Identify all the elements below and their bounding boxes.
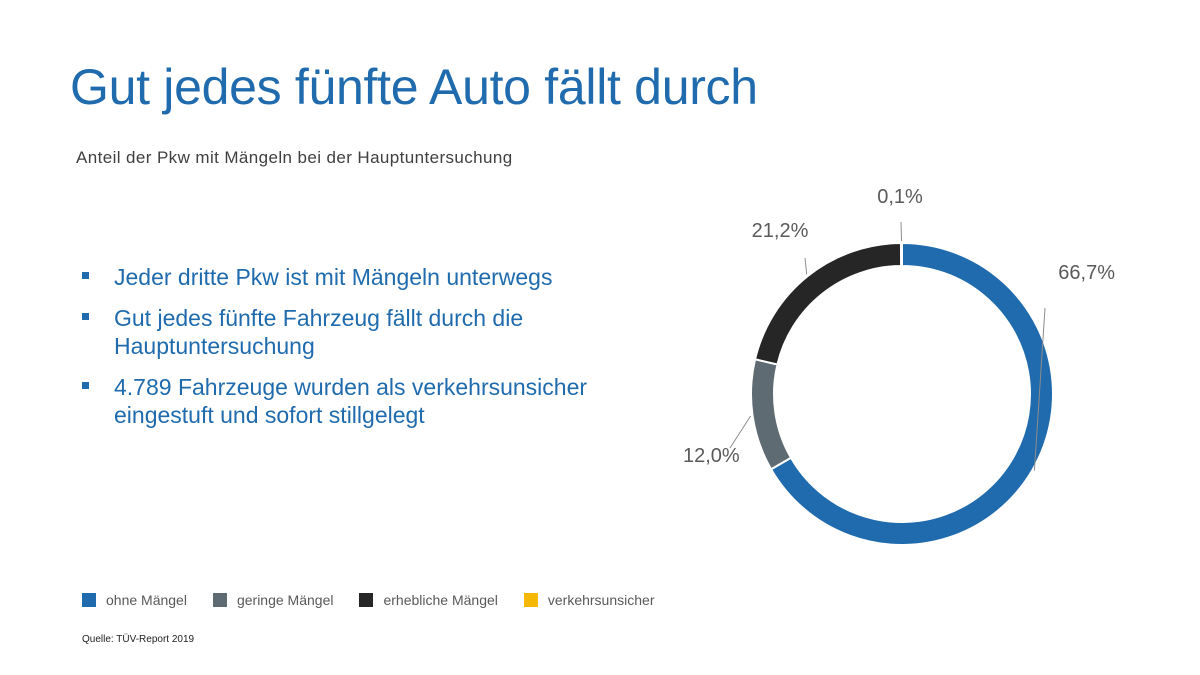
donut-chart: 66,7% 12,0% 21,2% 0,1% xyxy=(683,186,1115,546)
donut-slice-verkehrsunsicher xyxy=(900,241,903,268)
donut-slice-ohne-maengel xyxy=(769,241,1054,546)
legend-item: verkehrsunsicher xyxy=(523,592,655,608)
bullet-item: 4.789 Fahrzeuge wurden als verkehrsunsic… xyxy=(80,373,660,429)
bullet-text: Gut jedes fünfte Fahrzeug fällt durch di… xyxy=(114,305,524,359)
data-label-verkehrsunsicher: 0,1% xyxy=(877,186,923,208)
legend-swatch xyxy=(359,593,374,607)
square-bullet-icon xyxy=(82,313,89,320)
leader-line-verkehrsunsicher xyxy=(900,221,903,242)
legend-label: geringe Mängel xyxy=(236,592,334,608)
bullet-text: Jeder dritte Pkw ist mit Mängeln unterwe… xyxy=(114,264,553,290)
leader-line-erhebliche-maengel xyxy=(804,257,808,275)
legend-swatch xyxy=(523,593,538,607)
legend-label: erhebliche Mängel xyxy=(383,592,498,608)
bullet-list: Jeder dritte Pkw ist mit Mängeln unterwe… xyxy=(80,263,660,442)
bullet-item: Jeder dritte Pkw ist mit Mängeln unterwe… xyxy=(80,263,660,291)
legend-label: ohne Mängel xyxy=(106,592,187,608)
leader-line-geringe-maengel xyxy=(729,415,752,449)
donut-slice-geringe-maengel xyxy=(750,358,793,471)
data-label-geringe-maengel: 12,0% xyxy=(683,445,740,467)
legend-swatch xyxy=(212,593,227,607)
data-label-ohne-maengel: 66,7% xyxy=(1058,262,1115,284)
bullet-item: Gut jedes fünfte Fahrzeug fällt durch di… xyxy=(80,304,660,360)
legend-item: ohne Mängel xyxy=(82,592,187,608)
source-note: Quelle: TÜV-Report 2019 xyxy=(82,634,195,645)
page-title: Gut jedes fünfte Auto fällt durch xyxy=(70,59,758,115)
data-label-erhebliche-maengel: 21,2% xyxy=(752,220,809,242)
donut-slice-erhebliche-maengel xyxy=(753,241,903,366)
bullet-text: 4.789 Fahrzeuge wurden als verkehrsunsic… xyxy=(114,374,588,428)
chart-subtitle: Anteil der Pkw mit Mängeln bei der Haupt… xyxy=(76,148,513,167)
leader-line-ohne-maengel xyxy=(1033,307,1046,471)
legend-item: geringe Mängel xyxy=(212,592,334,608)
legend-item: erhebliche Mängel xyxy=(359,592,498,608)
square-bullet-icon xyxy=(82,382,89,389)
chart-legend: ohne Mängel geringe Mängel erhebliche Mä… xyxy=(82,592,680,608)
legend-label: verkehrsunsicher xyxy=(547,592,655,608)
square-bullet-icon xyxy=(82,272,89,279)
legend-swatch xyxy=(82,593,96,607)
